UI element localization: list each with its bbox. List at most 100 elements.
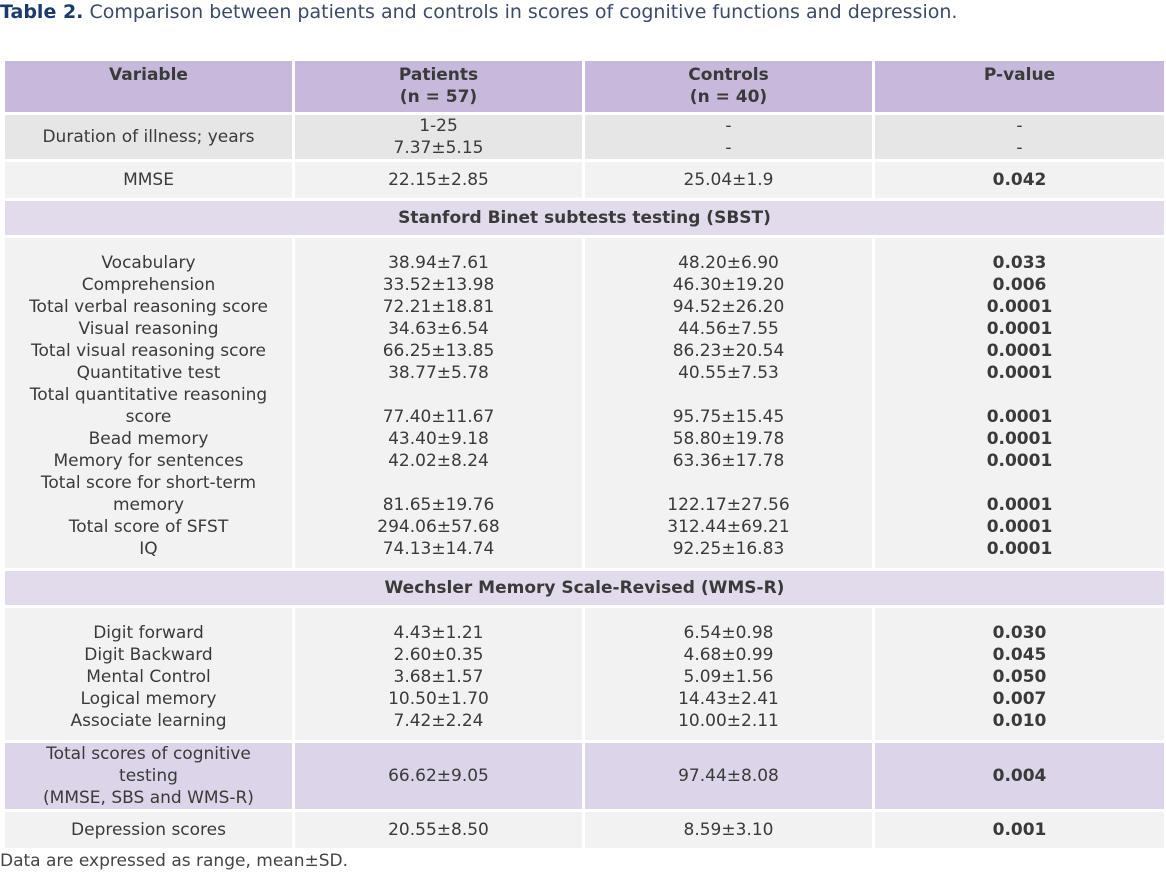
variable-cell: Total scores of cognitive testing (MMSE, … [2, 740, 295, 812]
item-row: Quantitative test 38.77±5.78 40.55±7.53 0.0… [2, 362, 1166, 384]
value-cell: 7.42±2.24 [292, 710, 585, 742]
p-value-cell: 0.045 [872, 644, 1166, 666]
value-cell: 4.68±0.99 [582, 644, 875, 666]
value-cell: 3.68±1.57 [292, 666, 585, 688]
variable-cell: Quantitative test [2, 362, 295, 384]
cell-line: MMSE [123, 170, 174, 190]
variable-cell: MMSE [2, 159, 295, 201]
value-cell: 10.50±1.70 [292, 688, 585, 710]
caption-text: Comparison between patients and controls… [89, 1, 958, 23]
variable-cell: Total verbal reasoning score [2, 296, 295, 318]
data-row: Duration of illness; years 1-25 7.37±5.15-… [2, 112, 1166, 162]
variable-cell: Visual reasoning [2, 318, 295, 340]
value-cell: 312.44±69.21 [582, 516, 875, 538]
section-row: Wechsler Memory Scale-Revised (WMS-R) [2, 568, 1166, 608]
p-value-cell: 0.0001 [872, 538, 1166, 570]
item-row: Total score for short-term memory 81.65±1… [2, 472, 1166, 516]
value-cell: 46.30±19.20 [582, 274, 875, 296]
value-cell: 66.25±13.85 [292, 340, 585, 362]
item-row: IQ 74.13±14.74 92.25±16.83 0.0001 [2, 538, 1166, 570]
item-row: Digit forward 4.43±1.21 6.54±0.98 0.030 [2, 606, 1166, 644]
value-cell: 2.60±0.35 [292, 644, 585, 666]
variable-cell: Vocabulary [2, 236, 295, 274]
p-value-cell: -- [872, 112, 1166, 162]
header-cell: Controls (n = 40) [582, 58, 875, 115]
value-cell: -- [582, 112, 875, 162]
header-text: Controls [688, 65, 769, 85]
header-subtext: (n = 40) [689, 87, 768, 107]
cell-line: - [725, 116, 732, 136]
p-value-cell: 0.004 [872, 740, 1166, 812]
cell-line: Depression scores [71, 820, 226, 840]
value-cell: 40.55±7.53 [582, 362, 875, 384]
p-value-cell: 0.0001 [872, 450, 1166, 472]
p-value-cell: 0.033 [872, 236, 1166, 274]
value-cell: 42.02±8.24 [292, 450, 585, 472]
value-cell: 63.36±17.78 [582, 450, 875, 472]
p-value-cell: 0.050 [872, 666, 1166, 688]
section-cell: Wechsler Memory Scale-Revised (WMS-R) [2, 568, 1166, 608]
value-cell: 94.52±26.20 [582, 296, 875, 318]
variable-cell: Total score of SFST [2, 516, 295, 538]
variable-cell: Bead memory [2, 428, 295, 450]
value-cell: 66.62±9.05 [292, 740, 585, 812]
header-text: P-value [983, 65, 1056, 85]
p-value-cell: 0.042 [872, 159, 1166, 201]
value-cell: 58.80±19.78 [582, 428, 875, 450]
cell-line: 25.04±1.9 [683, 170, 774, 190]
variable-cell: Logical memory [2, 688, 295, 710]
p-value-cell: 0.0001 [872, 296, 1166, 318]
value-cell: 20.55±8.50 [292, 809, 585, 851]
variable-cell: Total quantitative reasoning score [2, 384, 295, 428]
header-text: Patients [398, 65, 479, 85]
cell-line: - [725, 138, 732, 158]
p-value-cell: 0.0001 [872, 472, 1166, 516]
value-cell: 5.09±1.56 [582, 666, 875, 688]
item-row: Total verbal reasoning score 72.21±18.81 9… [2, 296, 1166, 318]
value-cell: 25.04±1.9 [582, 159, 875, 201]
value-cell: 294.06±57.68 [292, 516, 585, 538]
cell-line: - [1016, 116, 1023, 136]
cell-line: 7.37±5.15 [393, 138, 484, 158]
value-cell: 38.77±5.78 [292, 362, 585, 384]
p-value-cell: 0.0001 [872, 318, 1166, 340]
data-table: Variable Patients (n = 57) Controls (n = 40)… [2, 58, 1166, 851]
cell-line: 0.042 [992, 170, 1047, 190]
header-row: Variable Patients (n = 57) Controls (n = 40)… [2, 58, 1166, 115]
p-value-cell: 0.0001 [872, 428, 1166, 450]
value-cell: 95.75±15.45 [582, 384, 875, 428]
value-cell: 8.59±3.10 [582, 809, 875, 851]
value-cell: 122.17±27.56 [582, 472, 875, 516]
item-row: Comprehension 33.52±13.98 46.30±19.20 0.006 [2, 274, 1166, 296]
value-cell: 6.54±0.98 [582, 606, 875, 644]
cell-line: Duration of illness; years [42, 127, 255, 147]
cell-line: (MMSE, SBS and WMS-R) [43, 788, 254, 808]
data-row: MMSE 22.15±2.85 25.04±1.9 0.042 [2, 159, 1166, 201]
cell-line: 1-25 [419, 116, 458, 136]
header-cell: P-value [872, 58, 1166, 115]
cell-line: 8.59±3.10 [683, 820, 774, 840]
data-row: Total scores of cognitive testing (MMSE, … [2, 740, 1166, 812]
footnote: Data are expressed as range, mean±SD. [0, 851, 349, 871]
table-caption: Table 2. Comparison between patients and… [0, 1, 957, 23]
section-cell: Stanford Binet subtests testing (SBST) [2, 198, 1166, 238]
cell-line: - [1016, 138, 1023, 158]
variable-cell: Depression scores [2, 809, 295, 851]
value-cell: 97.44±8.08 [582, 740, 875, 812]
item-row: Total quantitative reasoning score 77.40±… [2, 384, 1166, 428]
value-cell: 86.23±20.54 [582, 340, 875, 362]
header-cell: Patients (n = 57) [292, 58, 585, 115]
variable-cell: Comprehension [2, 274, 295, 296]
value-cell: 72.21±18.81 [292, 296, 585, 318]
cell-line: 66.62±9.05 [388, 766, 489, 786]
value-cell: 1-25 7.37±5.15 [292, 112, 585, 162]
cell-line: 97.44±8.08 [678, 766, 779, 786]
variable-cell: Memory for sentences [2, 450, 295, 472]
value-cell: 81.65±19.76 [292, 472, 585, 516]
value-cell: 34.63±6.54 [292, 318, 585, 340]
value-cell: 77.40±11.67 [292, 384, 585, 428]
header-text: Variable [109, 65, 188, 85]
value-cell: 22.15±2.85 [292, 159, 585, 201]
